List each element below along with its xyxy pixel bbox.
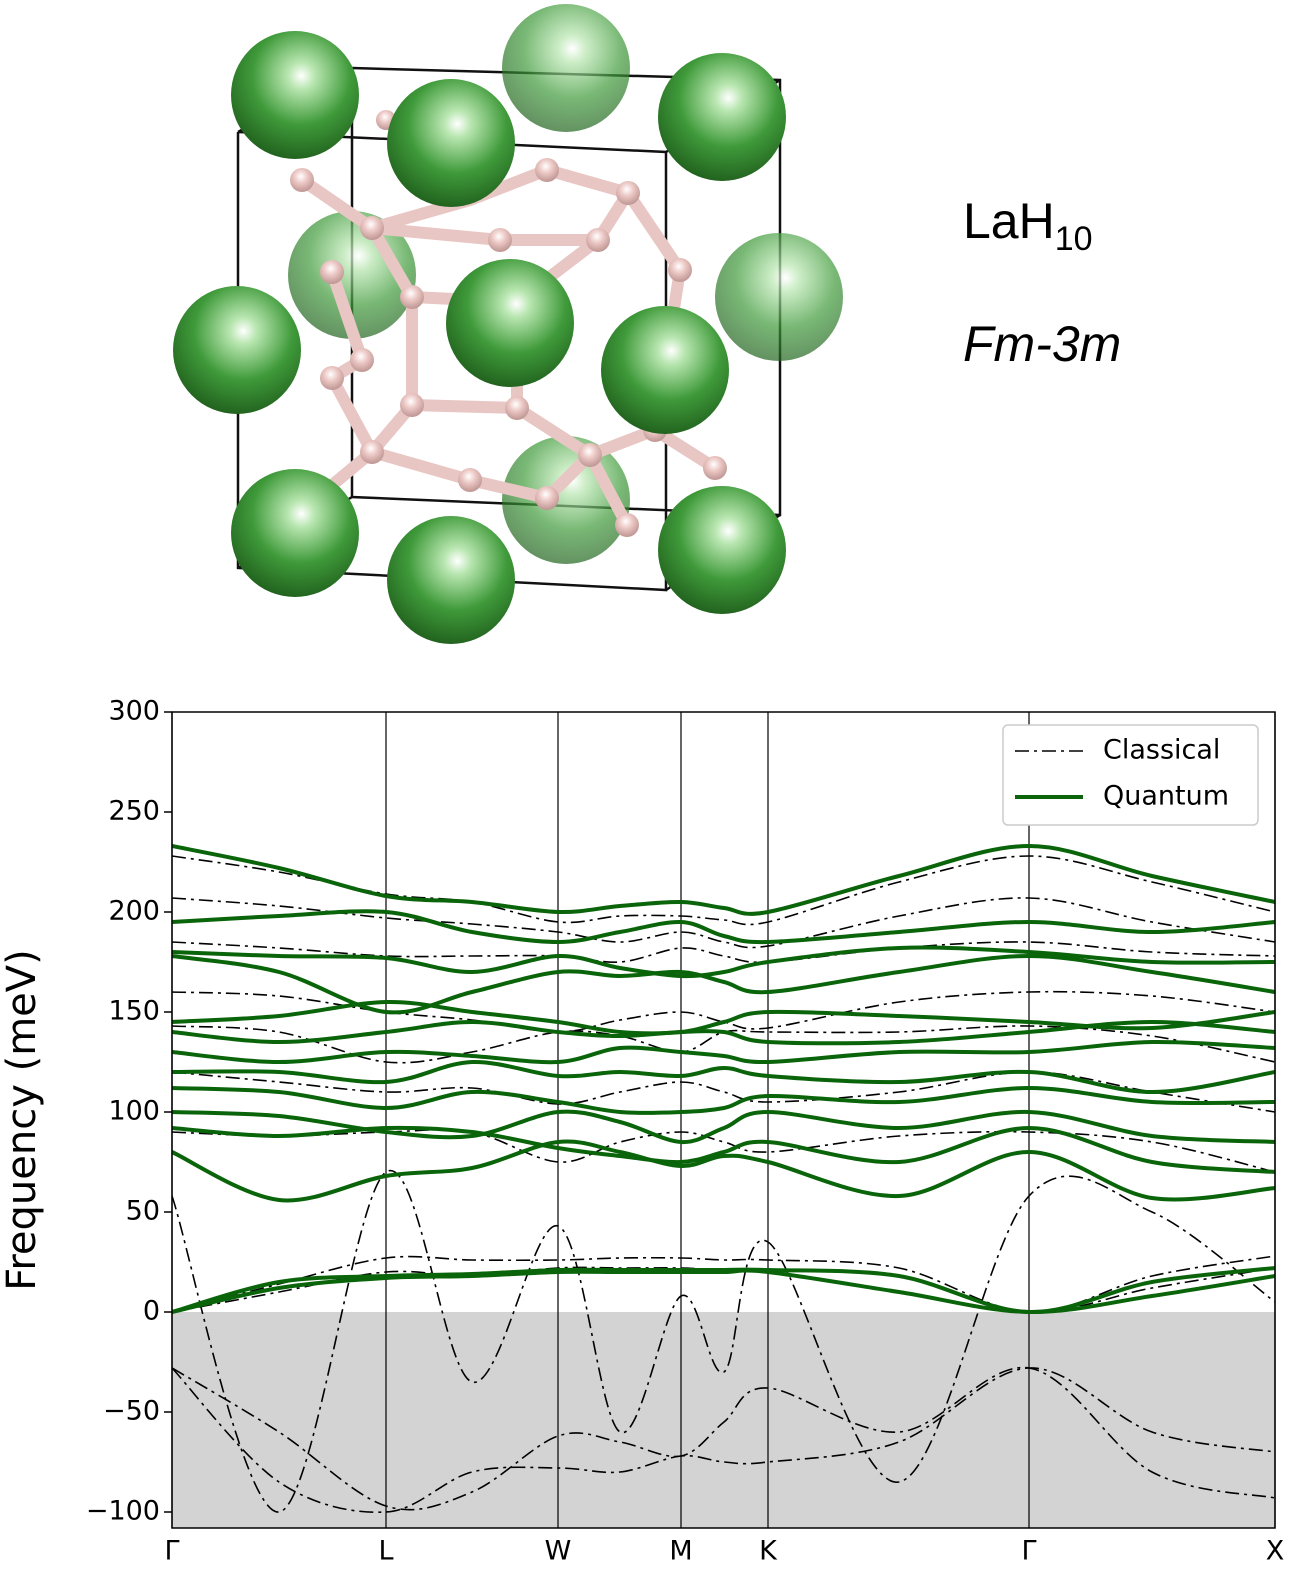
- formula: LaH10: [963, 193, 1093, 258]
- band-line: [172, 1019, 1275, 1046]
- band-line: [172, 1169, 1275, 1513]
- band-line: [172, 1085, 1275, 1115]
- band-line: [172, 1025, 1275, 1064]
- band-line: [172, 1125, 1275, 1174]
- band-line: [172, 843, 1275, 916]
- crystal-structure: LaH10 Fm-3m: [173, 4, 1121, 644]
- x-tick-label: K: [759, 1536, 778, 1567]
- band-line: [172, 999, 1275, 1036]
- formula-base: LaH: [963, 193, 1055, 249]
- band-line: [172, 953, 1275, 1015]
- h-atoms: [290, 110, 727, 537]
- band-line: [172, 1366, 1275, 1511]
- x-tick-label: M: [669, 1536, 692, 1567]
- band-line: [172, 1139, 1275, 1203]
- y-tick-label: 0: [143, 1296, 160, 1327]
- front-atoms: [173, 31, 786, 644]
- y-tick-label: 150: [108, 996, 160, 1027]
- formula-subscript: 10: [1055, 220, 1093, 258]
- legend-label: Classical: [1103, 735, 1220, 766]
- band-line: [172, 855, 1275, 926]
- band-line: [172, 1367, 1275, 1514]
- y-tick-label: −100: [86, 1496, 160, 1527]
- negative-region: [172, 1312, 1275, 1528]
- plot-frame: [171, 711, 1276, 1529]
- x-tick-label: Γ: [1021, 1536, 1036, 1567]
- legend: Classical Quantum: [1002, 724, 1259, 826]
- y-tick-label: 200: [108, 896, 160, 927]
- space-group: Fm-3m: [963, 316, 1121, 372]
- y-tick-label: 50: [126, 1196, 160, 1227]
- legend-box: [1002, 724, 1259, 826]
- y-axis-label: Frequency (meV): [0, 949, 45, 1291]
- bands: [172, 843, 1275, 1514]
- band-line: [172, 897, 1275, 949]
- legend-label: Quantum: [1103, 781, 1229, 812]
- band-line: [172, 1109, 1275, 1145]
- band-line: [172, 1039, 1275, 1065]
- x-tick-label: X: [1266, 1536, 1285, 1567]
- band-line: [172, 1268, 1275, 1315]
- y-tick-label: −50: [103, 1396, 160, 1427]
- x-tick-label: L: [378, 1536, 393, 1567]
- band-line: [172, 945, 1275, 979]
- x-tick-label: Γ: [164, 1536, 179, 1567]
- y-tick-label: 250: [108, 796, 160, 827]
- band-line: [172, 909, 1275, 945]
- x-tick-label: W: [545, 1536, 572, 1567]
- y-tick-label: 300: [108, 696, 160, 727]
- y-tick-label: 100: [108, 1096, 160, 1127]
- band-line: [172, 1059, 1275, 1095]
